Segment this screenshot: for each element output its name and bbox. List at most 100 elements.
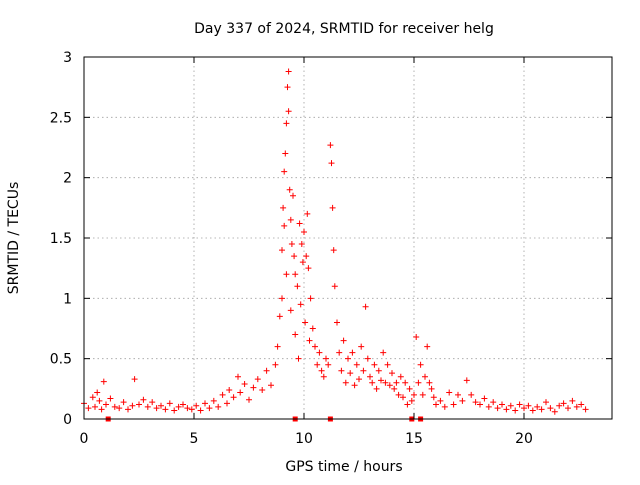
data-point	[413, 333, 420, 340]
data-point	[406, 385, 413, 392]
data-point	[184, 405, 191, 412]
data-point	[287, 216, 294, 223]
data-point	[292, 271, 299, 278]
data-point	[373, 385, 380, 392]
data-point	[450, 401, 457, 408]
data-point	[582, 406, 589, 413]
data-point	[521, 405, 527, 412]
y-tick-label: 1.5	[50, 231, 72, 247]
data-point	[391, 385, 398, 392]
data-point	[516, 401, 523, 408]
data-point	[301, 228, 307, 235]
data-point	[433, 401, 439, 408]
axis-ticks	[83, 56, 612, 420]
data-point	[565, 405, 571, 412]
data-point	[98, 406, 105, 413]
data-point	[534, 403, 541, 410]
data-point	[494, 405, 501, 412]
grid	[84, 57, 612, 419]
data-point	[402, 379, 409, 386]
data-point	[477, 401, 483, 408]
data-point	[485, 403, 492, 410]
data-point	[325, 361, 332, 368]
data-point	[336, 349, 343, 356]
data-point	[329, 204, 336, 211]
data-point	[235, 373, 241, 380]
data-point	[237, 389, 244, 396]
x-tick-label: 5	[190, 431, 199, 447]
data-point	[556, 402, 563, 409]
data-point	[162, 406, 169, 413]
data-point	[282, 150, 289, 157]
data-point	[129, 402, 136, 409]
data-point	[328, 160, 335, 167]
data-point	[140, 396, 147, 403]
data-point	[279, 295, 285, 302]
data-point	[389, 370, 395, 377]
chart-title: Day 337 of 2024, SRMTID for receiver hel…	[194, 21, 494, 37]
data-point	[276, 313, 283, 320]
data-point	[85, 405, 92, 412]
data-point	[441, 403, 448, 410]
data-point	[415, 379, 422, 386]
data-point	[369, 379, 376, 386]
data-point	[250, 384, 257, 391]
data-point	[284, 84, 291, 91]
data-point	[573, 403, 580, 410]
data-point	[302, 319, 309, 326]
data-point	[305, 265, 312, 272]
data-point	[272, 361, 279, 368]
data-point	[472, 399, 479, 406]
data-point	[345, 355, 351, 362]
data-point	[529, 407, 536, 414]
x-axis-label: GPS time / hours	[285, 459, 402, 475]
y-tick-label: 0	[63, 412, 72, 428]
data-point	[446, 389, 453, 396]
data-point	[386, 382, 393, 389]
data-point	[246, 396, 252, 403]
data-point	[547, 405, 554, 412]
data-point	[263, 367, 270, 374]
x-tick-label: 20	[515, 431, 533, 447]
data-point	[153, 405, 160, 412]
data-point	[294, 283, 301, 290]
data-point	[426, 379, 433, 386]
data-point	[334, 319, 340, 326]
data-point	[395, 391, 402, 398]
data-point	[560, 400, 567, 407]
data-point	[417, 361, 424, 368]
data-point	[116, 405, 123, 412]
data-point	[397, 373, 404, 380]
data-point	[419, 391, 426, 398]
data-point	[107, 395, 114, 402]
data-point	[342, 379, 349, 386]
data-point	[149, 399, 156, 406]
data-point	[175, 403, 182, 410]
data-point	[358, 343, 365, 350]
data-point	[285, 68, 292, 75]
data-point	[463, 377, 470, 384]
data-point	[375, 367, 382, 374]
data-point	[378, 377, 384, 384]
data-point	[287, 307, 294, 314]
data-point	[89, 394, 96, 401]
data-point	[331, 283, 338, 290]
axis-tick-labels: 0 5 10 15 20 0 0.5 1 1.5 2 2.5 3	[50, 50, 533, 447]
data-point	[215, 403, 222, 410]
data-point	[296, 220, 303, 227]
data-point	[525, 402, 532, 409]
data-point	[318, 367, 325, 374]
data-point	[166, 400, 173, 407]
data-point	[459, 397, 466, 404]
data-point	[327, 142, 334, 149]
data-point	[297, 301, 304, 308]
y-tick-label: 2.5	[50, 110, 72, 126]
data-point	[503, 406, 510, 413]
data-point	[347, 370, 354, 377]
data-point	[338, 367, 345, 374]
data-points	[81, 68, 589, 415]
data-point	[360, 367, 367, 374]
data-point	[364, 355, 371, 362]
x-tick-label: 0	[80, 431, 89, 447]
